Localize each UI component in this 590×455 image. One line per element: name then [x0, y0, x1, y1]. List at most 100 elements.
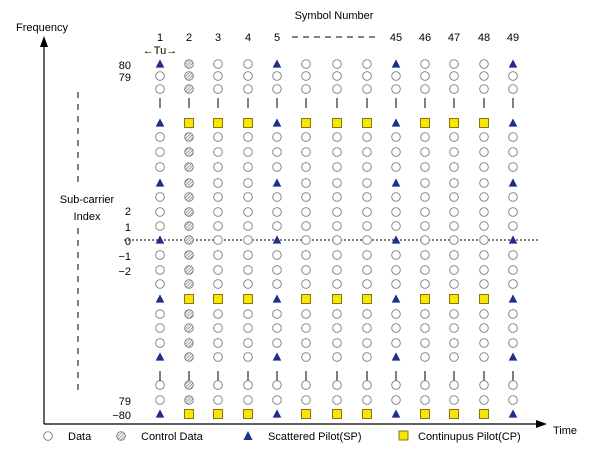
data-cell — [479, 147, 489, 157]
data-cell — [391, 309, 401, 319]
continual-pilot — [301, 294, 311, 304]
data-cell — [332, 279, 342, 289]
data-cell — [362, 265, 372, 275]
control-data — [184, 265, 194, 275]
time-label: Time — [553, 425, 577, 437]
data-cell — [272, 162, 282, 172]
scattered-pilot — [272, 235, 282, 244]
data-cell — [213, 323, 223, 333]
data-cell — [243, 59, 253, 69]
frequency-label: Frequency — [16, 22, 68, 34]
data-cell — [362, 132, 372, 142]
data-cell — [155, 323, 165, 333]
scattered-pilot — [391, 59, 401, 68]
control-data — [184, 352, 194, 362]
control-data — [184, 395, 194, 405]
data-cell — [272, 309, 282, 319]
data-cell — [362, 279, 372, 289]
data-cell — [362, 59, 372, 69]
tu-label: ←Tu→ — [143, 45, 177, 57]
legend-data-label: Data — [68, 431, 92, 443]
data-cell — [479, 71, 489, 81]
data-cell — [479, 84, 489, 94]
data-cell — [420, 207, 430, 217]
data-cell — [391, 147, 401, 157]
scattered-pilot — [391, 294, 401, 303]
data-cell — [243, 84, 253, 94]
data-cell — [155, 395, 165, 405]
control-data — [184, 162, 194, 172]
scattered-pilot — [391, 118, 401, 127]
frequency-axis-arrow — [40, 36, 48, 47]
data-cell — [301, 338, 311, 348]
data-cell — [301, 250, 311, 260]
continual-pilot — [332, 118, 342, 128]
data-cell — [391, 221, 401, 231]
data-cell — [155, 338, 165, 348]
data-cell — [391, 192, 401, 202]
data-cell — [332, 250, 342, 260]
scattered-pilot — [508, 235, 518, 244]
data-cell — [332, 59, 342, 69]
scattered-pilot — [272, 409, 282, 418]
data-cell — [243, 132, 253, 142]
data-cell — [332, 84, 342, 94]
data-cell — [301, 192, 311, 202]
data-cell — [362, 380, 372, 390]
continual-pilot — [184, 294, 194, 304]
data-cell — [420, 71, 430, 81]
data-cell — [391, 207, 401, 217]
data-cell — [332, 132, 342, 142]
data-cell — [420, 338, 430, 348]
continual-pilot — [243, 294, 253, 304]
data-cell — [449, 235, 459, 245]
data-cell — [420, 265, 430, 275]
data-cell — [420, 221, 430, 231]
legend-cp-marker — [398, 430, 409, 441]
continual-pilot — [479, 294, 489, 304]
data-cell — [213, 71, 223, 81]
data-cell — [362, 309, 372, 319]
continual-pilot — [420, 294, 430, 304]
control-data — [184, 279, 194, 289]
data-cell — [213, 221, 223, 231]
data-cell — [155, 279, 165, 289]
data-cell — [155, 84, 165, 94]
data-cell — [213, 235, 223, 245]
data-cell — [420, 395, 430, 405]
continual-pilot — [184, 409, 194, 419]
data-cell — [272, 71, 282, 81]
data-cell — [272, 221, 282, 231]
data-cell — [420, 147, 430, 157]
data-cell — [301, 235, 311, 245]
continual-pilot — [420, 118, 430, 128]
data-cell — [420, 162, 430, 172]
data-cell — [155, 250, 165, 260]
data-cell — [272, 338, 282, 348]
legend-sp-marker — [243, 431, 253, 440]
data-cell — [243, 279, 253, 289]
data-cell — [301, 71, 311, 81]
scattered-pilot — [391, 178, 401, 187]
data-cell — [332, 192, 342, 202]
data-cell — [213, 338, 223, 348]
data-cell — [243, 235, 253, 245]
data-cell — [362, 192, 372, 202]
data-cell — [272, 323, 282, 333]
data-cell — [213, 192, 223, 202]
symbol-number: 2 — [186, 32, 192, 44]
data-cell — [508, 279, 518, 289]
control-data — [184, 207, 194, 217]
data-cell — [155, 132, 165, 142]
data-cell — [479, 265, 489, 275]
data-cell — [449, 178, 459, 188]
data-cell — [362, 178, 372, 188]
data-cell — [272, 132, 282, 142]
scattered-pilot — [155, 235, 165, 244]
scattered-pilot — [391, 409, 401, 418]
data-cell — [479, 352, 489, 362]
data-cell — [243, 352, 253, 362]
data-cell — [391, 132, 401, 142]
data-cell — [479, 207, 489, 217]
